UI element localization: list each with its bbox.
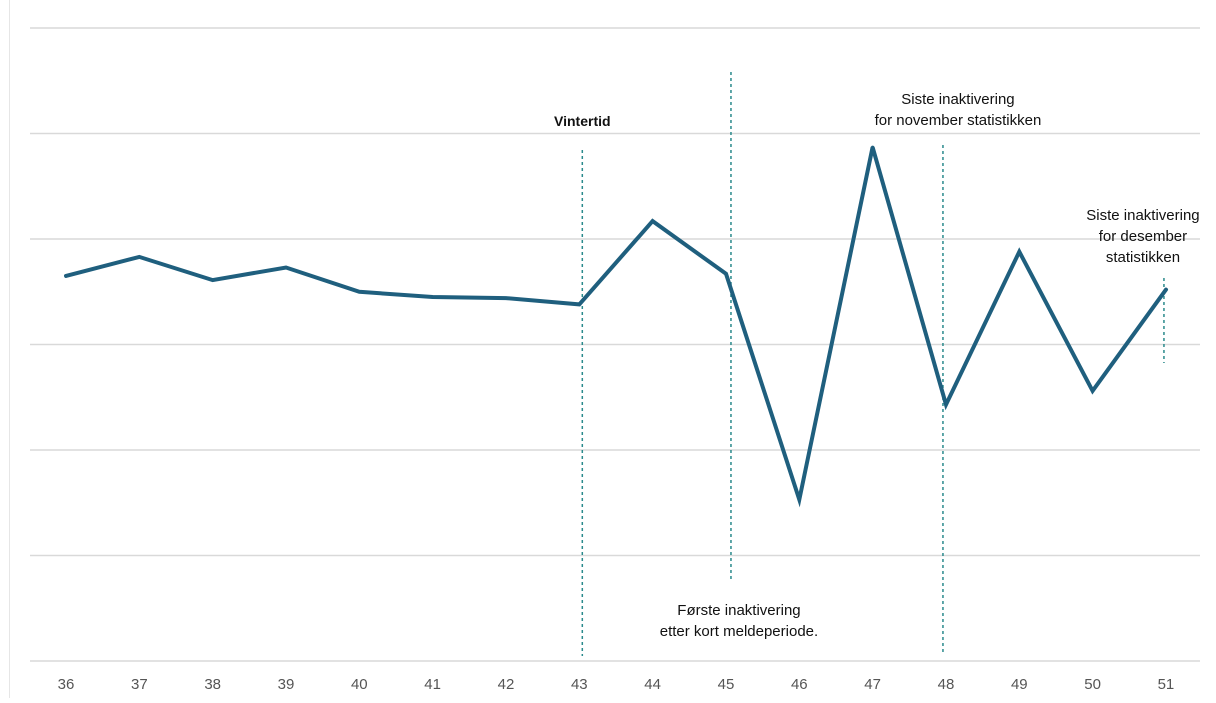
data-point xyxy=(64,274,68,278)
data-point xyxy=(1017,250,1021,254)
data-point xyxy=(651,219,655,223)
annotation-label-line: statistikken xyxy=(1106,249,1180,266)
x-tick-label: 41 xyxy=(424,676,441,693)
x-tick-label: 48 xyxy=(938,676,955,693)
annotation-label-line: Vintertid xyxy=(554,113,611,129)
series-lines xyxy=(64,145,1168,508)
x-tick-label: 45 xyxy=(718,676,735,693)
x-tick-label: 37 xyxy=(131,676,148,693)
annotation-label: Siste inaktivering for november statistik… xyxy=(875,91,1042,129)
x-tick-label: 39 xyxy=(278,676,295,693)
annotation-label-line: for desember xyxy=(1099,228,1187,245)
x-tick-label: 44 xyxy=(644,676,661,693)
data-point xyxy=(137,255,141,259)
data-point xyxy=(284,265,288,270)
data-point xyxy=(431,295,435,299)
annotation-label-line: Siste inaktivering xyxy=(901,91,1014,108)
data-point xyxy=(1091,389,1095,393)
data-point xyxy=(797,497,801,502)
x-tick-label: 47 xyxy=(864,676,881,693)
data-point xyxy=(211,278,215,282)
annotation-label-line: Første inaktivering xyxy=(677,602,800,619)
x-axis-tick-labels: 36 37 38 39 40 41 42 43 44 45 46 47 48 49 50 51 xyxy=(58,676,1175,693)
gridlines xyxy=(30,27,1200,662)
data-point xyxy=(724,272,728,276)
left-border xyxy=(9,0,10,698)
data-point xyxy=(357,290,361,294)
annotation-label-line: for november statistikken xyxy=(875,112,1042,129)
annotation-label: Siste inaktivering for desember statistikk… xyxy=(1086,207,1199,266)
annotation-label: Vintertid xyxy=(554,113,611,129)
annotation-labels: Vintertid Første inaktivering etter kort m… xyxy=(554,91,1200,640)
data-point xyxy=(944,403,948,407)
data-point xyxy=(1164,288,1168,292)
x-tick-label: 42 xyxy=(498,676,515,693)
data-point xyxy=(504,296,508,300)
x-tick-label: 43 xyxy=(571,676,588,693)
x-tick-label: 38 xyxy=(204,676,221,693)
annotation-label: Første inaktivering etter kort meldeperio… xyxy=(660,602,818,640)
annotation-label-line: Siste inaktivering xyxy=(1086,207,1199,224)
series-line xyxy=(64,146,1168,508)
x-tick-label: 49 xyxy=(1011,676,1028,693)
data-point xyxy=(871,145,875,149)
data-point xyxy=(577,302,581,307)
annotation-label-line: etter kort meldeperiode. xyxy=(660,623,818,640)
x-tick-label: 46 xyxy=(791,676,808,693)
x-tick-label: 40 xyxy=(351,676,368,693)
x-tick-label: 51 xyxy=(1158,676,1175,693)
x-tick-label: 36 xyxy=(58,676,75,693)
x-tick-label: 50 xyxy=(1084,676,1101,693)
